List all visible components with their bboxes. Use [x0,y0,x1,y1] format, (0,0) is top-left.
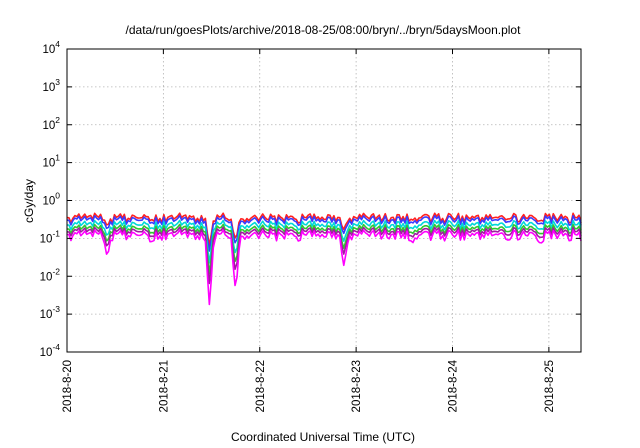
x-tick-label: 2018-8-22 [255,360,267,412]
y-tick-label: 104 [42,39,60,56]
series-line [66,212,582,246]
y-tick-label: 103 [42,77,60,94]
series-line [66,229,582,306]
x-tick-label: 2018-8-23 [351,360,363,412]
y-tick-label: 10-2 [40,266,61,283]
series-lines [66,212,582,306]
y-axis: 10-4 10-3 10-2 10-1 100 101 102 103 104 [40,39,581,359]
series-line [66,226,582,285]
x-axis: 2018-8-20 2018-8-21 2018-8-22 2018-8-23 2018… [62,49,556,412]
y-tick-label: 100 [42,191,60,208]
y-tick-label: 10-3 [40,304,61,321]
y-axis-label: cGy/day [22,179,36,223]
series-line [66,223,582,275]
y-tick-label: 101 [42,153,60,170]
x-axis-label: Coordinated Universal Time (UTC) [231,430,415,444]
y-tick-label: 102 [42,115,60,132]
series-line [66,214,582,252]
x-tick-label: 2018-8-24 [448,359,460,412]
x-tick-label: 2018-8-20 [62,360,74,412]
grid-lines [67,49,581,352]
x-tick-label: 2018-8-21 [158,360,170,412]
series-line [66,219,582,264]
x-tick-label: 2018-8-25 [544,360,556,412]
chart-title: /data/run/goesPlots/archive/2018-08-25/0… [126,23,522,37]
y-tick-label: 10-4 [40,342,61,359]
y-tick-label: 10-1 [40,228,61,245]
